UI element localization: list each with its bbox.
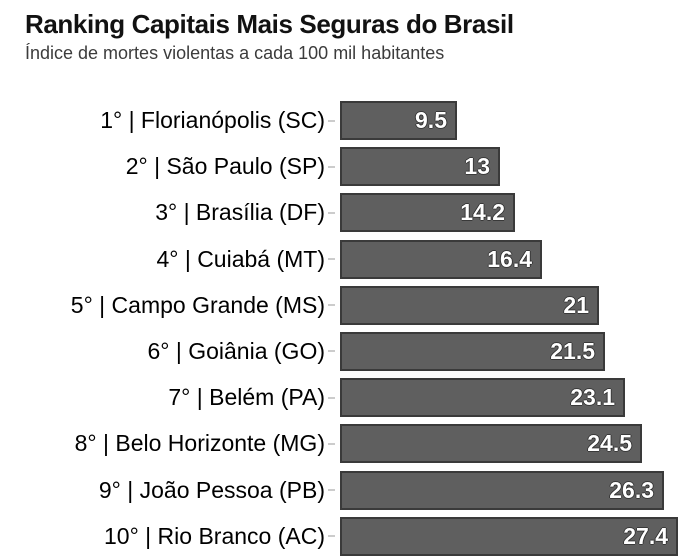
bar-value-label: 21: [563, 291, 589, 318]
bar-row: 2° | São Paulo (SP) 13: [0, 147, 700, 187]
axis-tick: [328, 165, 335, 168]
category-label: 7° | Belém (PA): [168, 384, 325, 411]
bar-row: 4° | Cuiabá (MT) 16.4: [0, 239, 700, 279]
category-label: 10° | Rio Branco (AC): [104, 522, 325, 549]
category-label: 8° | Belo Horizonte (MG): [74, 430, 325, 457]
bar-row: 1° | Florianópolis (SC) 9.5: [0, 101, 700, 140]
bar-value-label: 13: [464, 153, 490, 180]
bar: 21: [340, 285, 599, 325]
bar-value-label: 27.4: [623, 522, 668, 549]
axis-tick: [328, 396, 335, 399]
bar: 24.5: [340, 424, 642, 464]
bar-row: 6° | Goiânia (GO) 21.5: [0, 331, 700, 371]
axis-tick: [328, 119, 335, 122]
bar-value-label: 16.4: [487, 245, 532, 272]
bar: 27.4: [340, 516, 678, 556]
bar-row: 5° | Campo Grande (MS) 21: [0, 285, 700, 325]
bar-value-label: 9.5: [415, 107, 447, 133]
chart-header: Ranking Capitais Mais Seguras do Brasil …: [25, 10, 675, 63]
bar-row: 7° | Belém (PA) 23.1: [0, 378, 700, 418]
axis-tick: [328, 211, 335, 214]
category-label: 1° | Florianópolis (SC): [100, 107, 325, 133]
bar-row: 3° | Brasília (DF) 14.2: [0, 193, 700, 233]
bar: 13: [340, 147, 500, 187]
chart-subtitle: Índice de mortes violentas a cada 100 mi…: [25, 43, 445, 63]
bar-row: 9° | João Pessoa (PB) 26.3: [0, 470, 700, 510]
chart-title: Ranking Capitais Mais Seguras do Brasil: [25, 9, 514, 39]
bar: 23.1: [340, 378, 625, 418]
axis-tick: [328, 489, 335, 491]
axis-tick: [328, 350, 335, 353]
bar: 16.4: [340, 239, 542, 279]
bar-row: 10° | Rio Branco (AC) 27.4: [0, 516, 700, 556]
category-label: 3° | Brasília (DF): [155, 199, 325, 226]
bar-value-label: 14.2: [460, 199, 505, 226]
bar: 21.5: [340, 331, 605, 371]
axis-tick: [328, 535, 335, 538]
axis-tick: [328, 304, 335, 307]
category-label: 4° | Cuiabá (MT): [156, 245, 325, 272]
bar-row: 8° | Belo Horizonte (MG) 24.5: [0, 424, 700, 464]
axis-tick: [328, 442, 335, 445]
bar: 9.5: [340, 101, 457, 140]
bar: 14.2: [340, 193, 515, 233]
category-label: 9° | João Pessoa (PB): [98, 476, 325, 503]
category-label: 5° | Campo Grande (MS): [70, 291, 325, 318]
category-label: 6° | Goiânia (GO): [147, 337, 325, 364]
bar-value-label: 21.5: [550, 337, 595, 364]
bar-value-label: 24.5: [587, 430, 632, 457]
bar-value-label: 23.1: [570, 384, 615, 411]
bar: 26.3: [340, 470, 664, 510]
bar-value-label: 26.3: [609, 476, 654, 503]
bar-rows: 1° | Florianópolis (SC) 9.5 2° | São Pau…: [0, 101, 700, 556]
category-label: 2° | São Paulo (SP): [125, 153, 325, 180]
axis-tick: [328, 258, 335, 261]
